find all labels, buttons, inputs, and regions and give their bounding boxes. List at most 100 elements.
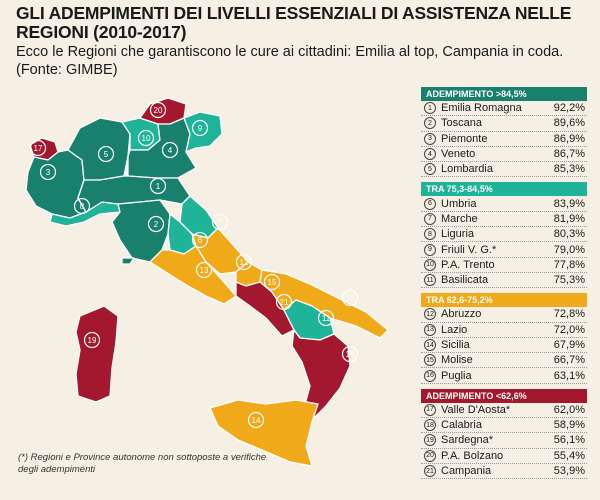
legend-row: 7 Marche 81,9% bbox=[421, 212, 587, 228]
map-label-circle bbox=[137, 129, 155, 147]
region-value: 77,8% bbox=[553, 258, 585, 271]
legend-row: 6 Umbria 83,9% bbox=[421, 196, 587, 212]
map-label-circle bbox=[263, 273, 281, 291]
map-label-circle bbox=[39, 163, 57, 181]
region-value: 56,1% bbox=[553, 434, 585, 447]
page-title: GLI ADEMPIMENTI DEI LIVELLI ESSENZIALI D… bbox=[16, 3, 572, 42]
rank-badge: 16 bbox=[424, 369, 436, 382]
map-label-circle bbox=[195, 261, 213, 279]
region-value: 92,2% bbox=[553, 102, 585, 115]
legend-row: 5 Lombardia 85,3% bbox=[421, 162, 587, 178]
map-label-circle bbox=[161, 141, 179, 159]
region-lazio bbox=[149, 245, 237, 305]
legend-row: 18 Calabria 58,9% bbox=[421, 418, 587, 434]
rank-badge: 11 bbox=[424, 274, 436, 287]
region-value: 80,3% bbox=[553, 228, 585, 241]
map-region-number: 16 bbox=[346, 294, 355, 303]
legend-row: 10 P.A. Trento 77,8% bbox=[421, 258, 587, 273]
region-name: Toscana bbox=[441, 117, 482, 130]
map-region-number: 19 bbox=[88, 336, 97, 345]
region-value: 62,0% bbox=[553, 403, 585, 416]
map-label-circle bbox=[191, 231, 209, 249]
map-label-circle bbox=[73, 197, 91, 215]
rank-badge: 8 bbox=[424, 228, 436, 241]
region-name: Lazio bbox=[441, 323, 468, 336]
map-region-number: 2 bbox=[154, 220, 159, 229]
map-label-circle bbox=[97, 145, 115, 163]
rank-badge: 19 bbox=[424, 434, 436, 447]
rank-badge: 5 bbox=[424, 163, 436, 176]
legend-group-header: TRA 75,3-84,5% bbox=[421, 182, 587, 197]
map-label-circle bbox=[235, 253, 253, 271]
region-value: 81,9% bbox=[553, 212, 585, 225]
rank-badge: 3 bbox=[424, 132, 436, 145]
map-label-circle bbox=[83, 331, 101, 349]
rank-badge: 12 bbox=[424, 308, 436, 321]
map-region-number: 7 bbox=[218, 218, 223, 227]
legend-row: 14 Sicilia 67,9% bbox=[421, 338, 587, 354]
legend-row: 20 P.A. Bolzano 55,4% bbox=[421, 449, 587, 464]
region-name: Veneto bbox=[441, 148, 476, 161]
legend-row: 12 Abruzzo 72,8% bbox=[421, 307, 587, 323]
rank-badge: 10 bbox=[424, 258, 436, 271]
region-name: Umbria bbox=[441, 197, 477, 210]
map-region-number: 3 bbox=[46, 168, 51, 177]
map-region-number: 20 bbox=[154, 106, 163, 115]
map-region-number: 10 bbox=[142, 134, 151, 143]
rank-badge: 2 bbox=[424, 117, 436, 130]
rank-badge: 14 bbox=[424, 339, 436, 351]
rank-badge: 7 bbox=[424, 212, 436, 225]
rank-badge: 20 bbox=[424, 449, 436, 462]
region-value: 53,9% bbox=[553, 465, 585, 478]
rank-badge: 17 bbox=[424, 403, 436, 416]
legend-row: 17 Valle D'Aosta* 62,0% bbox=[421, 403, 587, 419]
map-region-number: 15 bbox=[268, 278, 277, 287]
region-name: Molise bbox=[441, 354, 473, 367]
region-name: Abruzzo bbox=[441, 308, 482, 321]
map-region-number: 4 bbox=[168, 146, 173, 155]
region-abruzzo bbox=[191, 227, 249, 275]
rank-badge: 13 bbox=[424, 323, 436, 336]
map-region-number: 5 bbox=[104, 150, 109, 159]
region-name: Basilicata bbox=[441, 274, 489, 287]
rank-badge: 9 bbox=[424, 243, 436, 256]
legend: ADEMPIMENTO >84,5% 1 Emilia Romagna 92,2% 2 T… bbox=[421, 87, 587, 484]
region-name: Calabria bbox=[441, 419, 482, 432]
map-label-circle bbox=[29, 139, 47, 157]
region-sardegna bbox=[75, 305, 119, 403]
region-value: 66,7% bbox=[553, 354, 585, 367]
map-region-number: 11 bbox=[322, 314, 331, 323]
region-value: 83,9% bbox=[553, 197, 585, 210]
region-name: Lombardia bbox=[441, 163, 493, 176]
legend-group: TRA 62,6-75,2% 12 Abruzzo 72,8% 13 Lazio 72,0%… bbox=[421, 293, 587, 384]
region-name: Emilia Romagna bbox=[441, 102, 522, 115]
region-piemonte bbox=[25, 149, 87, 219]
map-region-number: 21 bbox=[280, 298, 289, 307]
map-region-number: 17 bbox=[34, 144, 43, 153]
map-region-number: 18 bbox=[346, 350, 355, 359]
region-name: Marche bbox=[441, 212, 478, 225]
map-region-number: 1 bbox=[156, 182, 161, 191]
legend-group-header: TRA 62,6-75,2% bbox=[421, 293, 587, 308]
rank-badge: 4 bbox=[424, 148, 436, 161]
map-region-number: 6 bbox=[198, 236, 203, 245]
map-region-number: 14 bbox=[252, 416, 261, 425]
rank-badge: 21 bbox=[424, 465, 436, 478]
map-region-number: 12 bbox=[240, 258, 249, 267]
region-value: 86,7% bbox=[553, 148, 585, 161]
region-value: 79,0% bbox=[553, 243, 585, 256]
region-name: Campania bbox=[441, 465, 492, 478]
region-value: 67,9% bbox=[553, 339, 585, 351]
legend-group-header: ADEMPIMENTO <62,6% bbox=[421, 388, 587, 403]
map-label-circle bbox=[149, 101, 167, 119]
legend-group: TRA 75,3-84,5% 6 Umbria 83,9% 7 Marche 81,9% 8 L… bbox=[421, 182, 587, 289]
map-label-circle bbox=[341, 345, 359, 363]
legend-row: 11 Basilicata 75,3% bbox=[421, 273, 587, 289]
region-value: 58,9% bbox=[553, 419, 585, 432]
map-region-number: 8 bbox=[80, 202, 85, 211]
region-value: 72,0% bbox=[553, 323, 585, 336]
map-region-number: 9 bbox=[198, 124, 203, 133]
region-calabria bbox=[291, 329, 351, 419]
region-friuli bbox=[183, 111, 223, 153]
